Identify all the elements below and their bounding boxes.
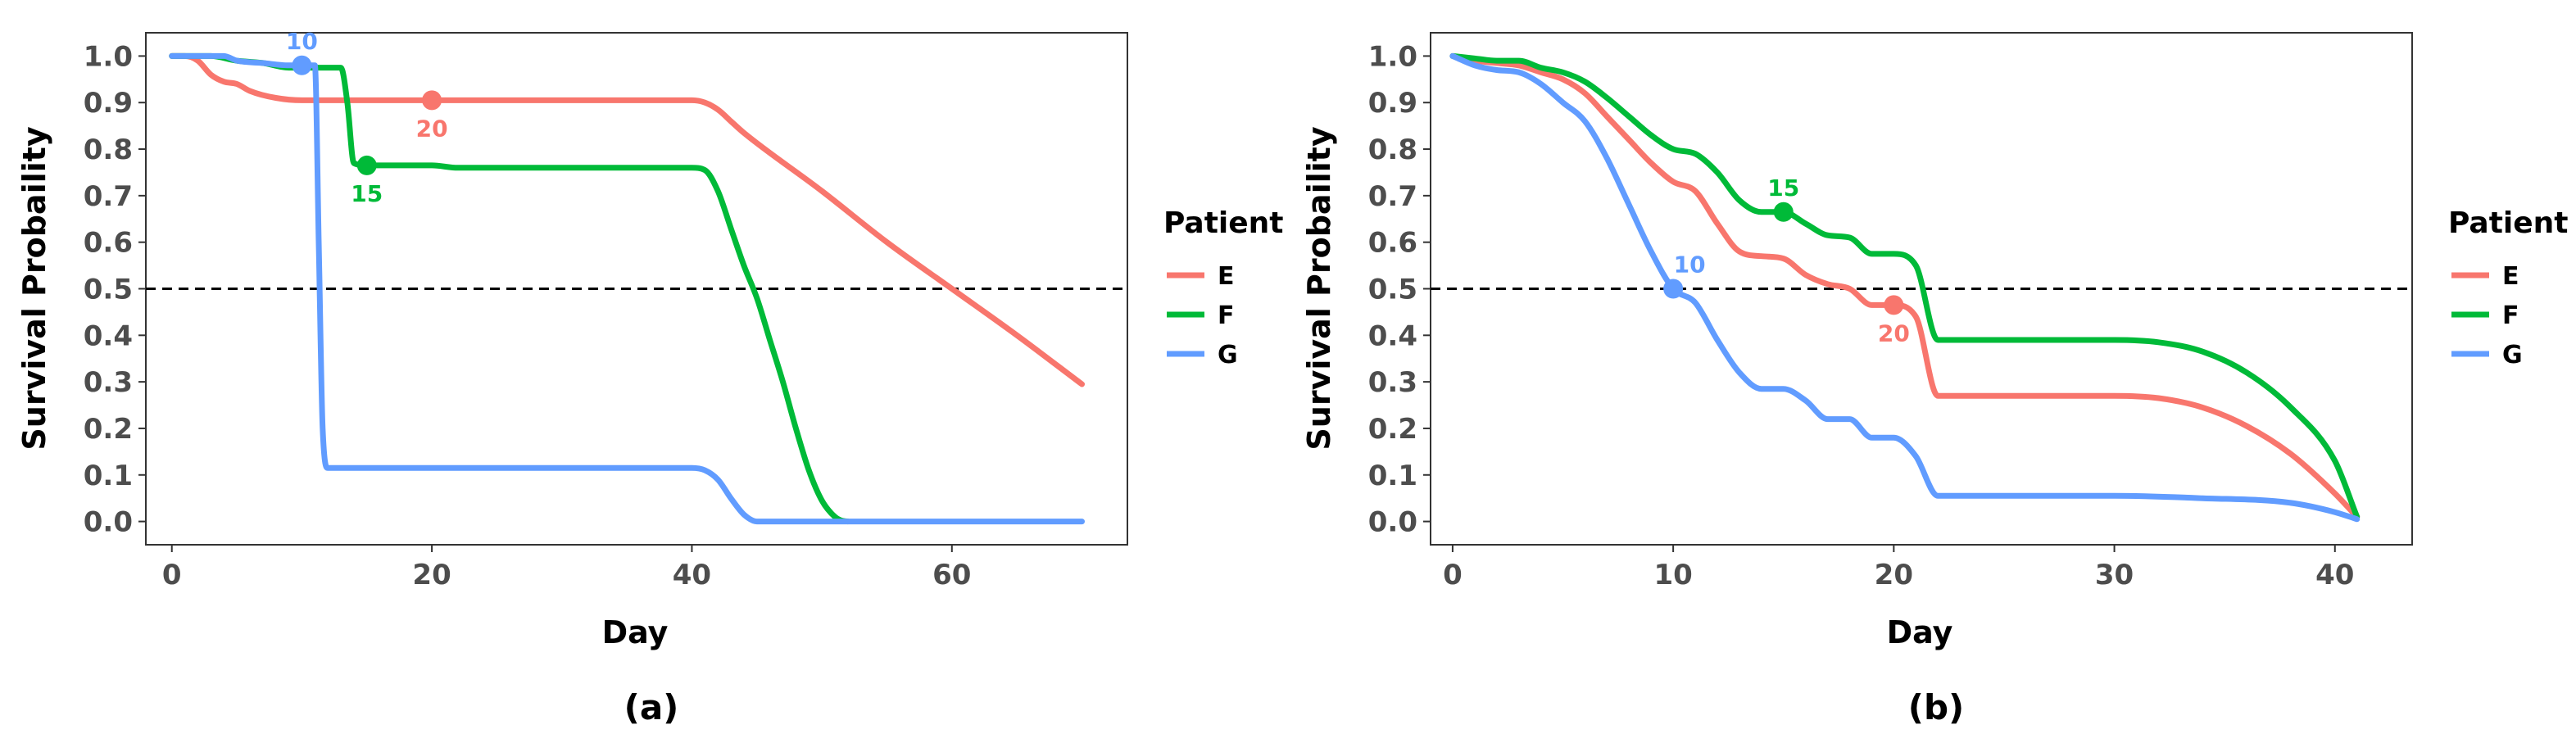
highlight-point-e [1884,295,1904,315]
series-line-e [1449,52,2361,520]
legend-title: Patient [2448,206,2569,240]
x-axis-title: Day [602,614,669,650]
series-line-f [1449,52,2361,520]
series-line-g [1449,52,2361,523]
y-tick-label: 0.5 [84,274,133,306]
y-tick-label: 0.1 [1368,460,1417,492]
highlight-point-f [356,155,377,175]
x-tick-label: 60 [932,559,971,591]
y-tick-label: 1.0 [84,40,133,73]
y-tick-label: 0.8 [84,134,133,166]
highlight-point-g [1663,279,1684,299]
point-label-e: 20 [1878,319,1910,347]
legend-label-e: E [2502,262,2519,291]
y-tick-label: 1.0 [1368,40,1417,73]
panel-b: 0.0 0.1 0.2 0.3 0.4 0.5 0.6 0.7 0.8 0.9 1.0 0 10 20 30… [1301,32,2569,727]
y-tick-label: 0.4 [84,319,133,352]
legend-label-f: F [1218,301,1235,330]
point-label-g: 10 [1674,251,1706,279]
panel-a: 0.0 0.1 0.2 0.3 0.4 0.5 0.6 0.7 0.8 0.9 1.0 0 20 40 60… [16,28,1284,727]
highlight-point-g [292,55,312,75]
y-tick-label: 0.7 [84,180,133,213]
plot-area: 0.0 0.1 0.2 0.3 0.4 0.5 0.6 0.7 0.8 0.9 1.0 0 20 40 60… [84,28,1128,591]
y-tick-label: 0.2 [1368,413,1417,446]
x-tick-label: 40 [2315,559,2354,591]
y-tick-label: 0.9 [84,87,133,120]
y-axis-title: Survival Probaility [1301,126,1337,450]
y-tick-label: 0.3 [1368,366,1417,399]
y-tick-label: 0.0 [84,506,133,539]
x-tick-label: 0 [162,559,182,591]
legend-label-g: G [2502,341,2523,369]
y-tick-label: 0.3 [84,366,133,399]
series-line-e [169,52,1085,387]
y-tick-label: 0.6 [1368,227,1417,260]
legend-title: Patient [1163,206,1284,240]
panel-caption: (a) [624,687,679,727]
point-label-f: 15 [351,180,383,207]
plot-area: 0.0 0.1 0.2 0.3 0.4 0.5 0.6 0.7 0.8 0.9 1.0 0 10 20 30… [1368,32,2413,591]
point-label-e: 20 [416,115,448,142]
y-tick-label: 0.2 [84,413,133,446]
y-tick-label: 0.9 [1368,87,1417,120]
y-tick-label: 0.7 [1368,180,1417,213]
x-tick-label: 40 [673,559,711,591]
legend-label-f: F [2502,301,2519,330]
y-tick-label: 0.8 [1368,134,1417,166]
x-tick-label: 20 [1875,559,1913,591]
y-tick-label: 0.5 [1368,274,1417,306]
x-tick-label: 30 [2095,559,2134,591]
y-tick-label: 0.4 [1368,319,1417,352]
legend-label-g: G [1218,341,1238,369]
y-tick-label: 0.6 [84,227,133,260]
legend-label-e: E [1218,262,1235,291]
highlight-point-e [422,90,442,111]
point-label-g: 10 [286,28,318,55]
x-tick-label: 20 [412,559,451,591]
y-tick-label: 0.0 [1368,506,1417,539]
y-axis-title: Survival Probaility [16,126,52,450]
highlight-point-f [1773,202,1794,222]
point-label-f: 15 [1767,174,1799,202]
legend: Patient EFG [2448,206,2569,369]
x-tick-label: 10 [1653,559,1692,591]
x-axis-title: Day [1887,614,1953,650]
x-tick-label: 0 [1443,559,1463,591]
y-tick-label: 0.1 [84,460,133,492]
panel-caption: (b) [1908,687,1964,727]
series-line-g [169,52,1085,525]
legend: Patient EFG [1163,206,1284,369]
